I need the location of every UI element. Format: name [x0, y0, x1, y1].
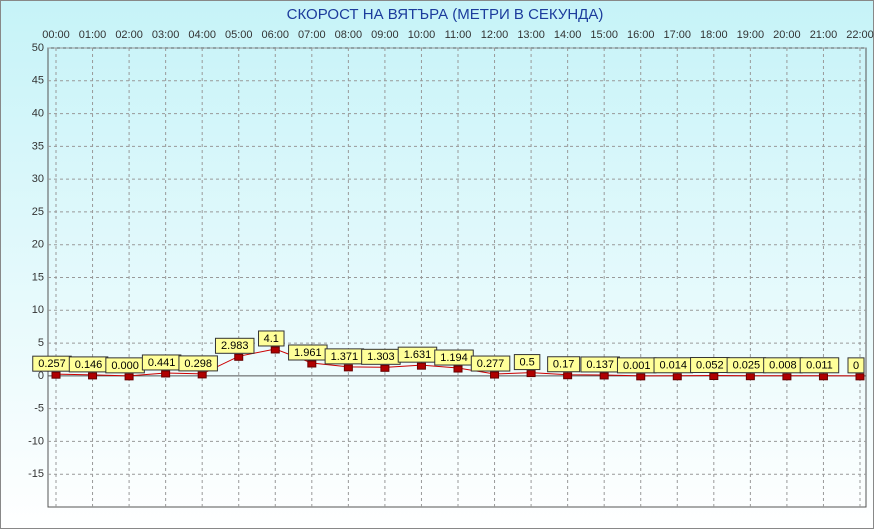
data-label: 0.137	[586, 359, 614, 371]
x-tick-label: 14:00	[554, 29, 582, 41]
x-tick-label: 16:00	[627, 29, 655, 41]
marker	[161, 370, 171, 378]
marker	[855, 373, 865, 381]
data-label: 4.1	[264, 333, 279, 345]
x-tick-label: 02:00	[115, 29, 143, 41]
marker	[599, 372, 609, 380]
x-tick-label: 06:00	[262, 29, 290, 41]
y-tick-label: 50	[32, 42, 44, 54]
data-label: 1.961	[294, 347, 322, 359]
data-label: 1.631	[404, 349, 432, 361]
x-tick-label: 19:00	[737, 29, 765, 41]
marker	[197, 371, 207, 379]
marker	[563, 372, 573, 380]
x-tick-label: 20:00	[773, 29, 801, 41]
marker	[416, 362, 426, 370]
x-tick-label: 00:00	[42, 29, 70, 41]
x-tick-label: 10:00	[408, 29, 436, 41]
marker	[307, 360, 317, 368]
marker	[343, 364, 353, 372]
data-label: 0.000	[111, 360, 139, 372]
marker	[490, 371, 500, 379]
marker	[709, 373, 719, 381]
label-box	[258, 330, 285, 347]
marker	[88, 372, 98, 380]
data-label: 0	[853, 360, 859, 372]
chart-title: СКОРОСТ НА ВЯТЪРА (МЕТРИ В СЕКУНДА)	[287, 6, 604, 23]
data-label: 0.298	[184, 358, 212, 370]
data-label: 1.371	[331, 351, 359, 363]
data-label: 0.001	[623, 360, 651, 372]
data-label: 2.983	[221, 340, 249, 352]
marker	[270, 346, 280, 354]
x-tick-label: 07:00	[298, 29, 326, 41]
y-tick-label: -15	[28, 468, 44, 480]
y-tick-label: 45	[32, 75, 44, 87]
data-label: 1.194	[440, 352, 468, 364]
marker	[453, 365, 463, 373]
x-tick-label: 22:00	[846, 29, 874, 41]
y-tick-label: 15	[32, 271, 44, 283]
data-label: 0.008	[769, 360, 797, 372]
x-tick-label: 03:00	[152, 29, 180, 41]
marker	[745, 373, 755, 381]
data-label: 0.17	[553, 359, 574, 371]
data-label: 0.257	[38, 358, 66, 370]
x-tick-label: 18:00	[700, 29, 728, 41]
x-tick-label: 11:00	[445, 29, 472, 41]
data-label: 0.5	[519, 356, 534, 368]
x-tick-label: 09:00	[371, 29, 399, 41]
label-box	[547, 356, 581, 373]
x-tick-label: 17:00	[664, 29, 692, 41]
label-box	[513, 354, 541, 371]
marker	[636, 373, 646, 381]
y-tick-label: 10	[32, 304, 44, 316]
marker	[672, 373, 682, 381]
data-label: 0.052	[696, 359, 724, 371]
label-box	[799, 357, 840, 374]
marker	[234, 353, 244, 361]
marker	[526, 370, 536, 378]
data-label: 0.146	[75, 359, 103, 371]
label-box	[470, 355, 511, 372]
data-label: 0.014	[660, 360, 688, 372]
x-tick-label: 05:00	[225, 29, 253, 41]
y-tick-label: 40	[32, 107, 44, 119]
data-label: 0.441	[148, 357, 176, 369]
data-label: 0.011	[806, 360, 833, 372]
x-tick-label: 21:00	[810, 29, 838, 41]
marker	[51, 371, 61, 379]
marker	[124, 373, 134, 381]
y-tick-label: -10	[28, 435, 44, 447]
x-tick-label: 13:00	[517, 29, 545, 41]
label-box	[178, 355, 218, 372]
x-tick-label: 04:00	[188, 29, 216, 41]
y-tick-label: -5	[34, 403, 44, 415]
x-tick-label: 08:00	[335, 29, 363, 41]
y-tick-label: 5	[38, 337, 44, 349]
x-tick-label: 15:00	[590, 29, 618, 41]
y-tick-label: 25	[32, 206, 44, 218]
y-tick-label: 0	[38, 370, 44, 382]
marker	[782, 373, 792, 381]
marker	[818, 373, 828, 381]
label-box	[214, 337, 255, 354]
data-label: 0.277	[477, 358, 505, 370]
x-tick-label: 12:00	[481, 29, 509, 41]
marker	[380, 364, 390, 372]
data-label: 1.303	[367, 351, 395, 363]
y-tick-label: 30	[32, 173, 44, 185]
x-tick-label: 01:00	[79, 29, 107, 41]
label-box	[847, 357, 865, 374]
y-tick-label: 20	[32, 239, 44, 251]
y-tick-label: 35	[32, 140, 44, 152]
data-label: 0.025	[733, 360, 761, 372]
